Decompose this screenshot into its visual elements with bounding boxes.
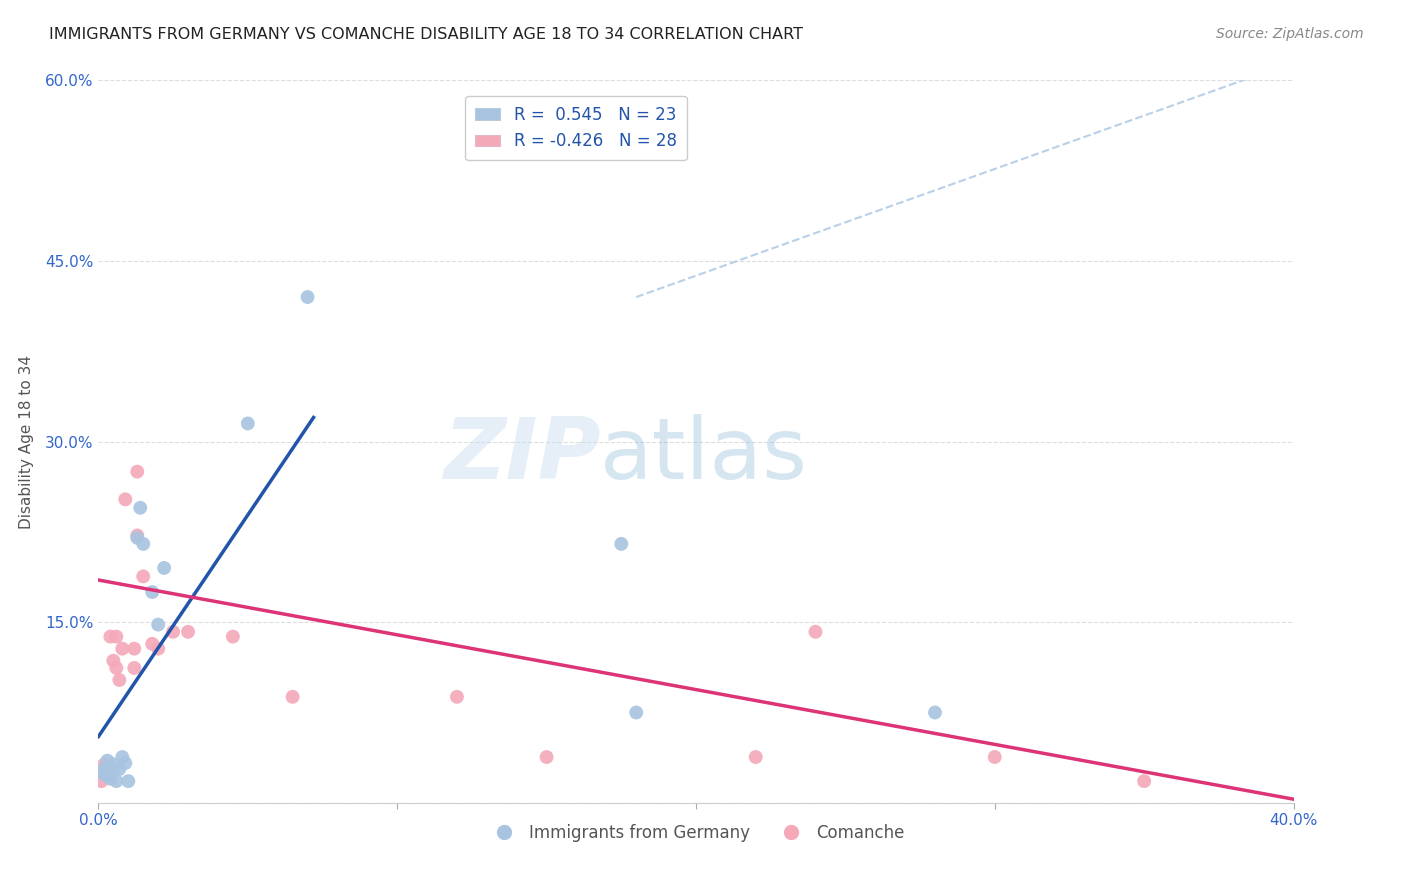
Point	[111, 750, 134, 764]
Point	[177, 624, 200, 639]
Point	[93, 762, 115, 776]
Point	[148, 641, 170, 656]
Point	[536, 750, 558, 764]
Text: IMMIGRANTS FROM GERMANY VS COMANCHE DISABILITY AGE 18 TO 34 CORRELATION CHART: IMMIGRANTS FROM GERMANY VS COMANCHE DISA…	[49, 27, 803, 42]
Point	[236, 417, 259, 431]
Point	[984, 750, 1007, 764]
Text: Source: ZipAtlas.com: Source: ZipAtlas.com	[1216, 27, 1364, 41]
Point	[129, 500, 152, 515]
Point	[105, 774, 128, 789]
Point	[222, 630, 245, 644]
Point	[745, 750, 768, 764]
Point	[132, 537, 155, 551]
Text: atlas: atlas	[600, 415, 808, 498]
Point	[103, 654, 125, 668]
Point	[103, 757, 125, 772]
Point	[105, 661, 128, 675]
Legend: Immigrants from Germany, Comanche: Immigrants from Germany, Comanche	[481, 817, 911, 848]
Point	[610, 537, 633, 551]
Point	[96, 754, 118, 768]
Point	[105, 630, 128, 644]
Point	[1133, 774, 1156, 789]
Point	[132, 569, 155, 583]
Point	[98, 630, 122, 644]
Point	[96, 762, 118, 776]
Point	[446, 690, 468, 704]
Point	[804, 624, 827, 639]
Point	[148, 617, 170, 632]
Point	[114, 756, 136, 770]
Point	[96, 769, 118, 783]
Point	[96, 769, 118, 783]
Point	[141, 585, 163, 599]
Point	[127, 465, 149, 479]
Point	[626, 706, 648, 720]
Text: ZIP: ZIP	[443, 415, 600, 498]
Point	[103, 762, 125, 776]
Y-axis label: Disability Age 18 to 34: Disability Age 18 to 34	[18, 354, 34, 529]
Point	[153, 561, 176, 575]
Point	[297, 290, 319, 304]
Point	[924, 706, 946, 720]
Point	[281, 690, 304, 704]
Point	[108, 673, 131, 687]
Point	[127, 528, 149, 542]
Point	[117, 774, 139, 789]
Point	[124, 641, 146, 656]
Point	[141, 637, 163, 651]
Point	[127, 531, 149, 545]
Point	[98, 772, 122, 786]
Point	[111, 641, 134, 656]
Point	[114, 492, 136, 507]
Point	[162, 624, 184, 639]
Point	[108, 762, 131, 776]
Point	[90, 774, 112, 789]
Point	[93, 757, 115, 772]
Point	[124, 661, 146, 675]
Point	[90, 765, 112, 780]
